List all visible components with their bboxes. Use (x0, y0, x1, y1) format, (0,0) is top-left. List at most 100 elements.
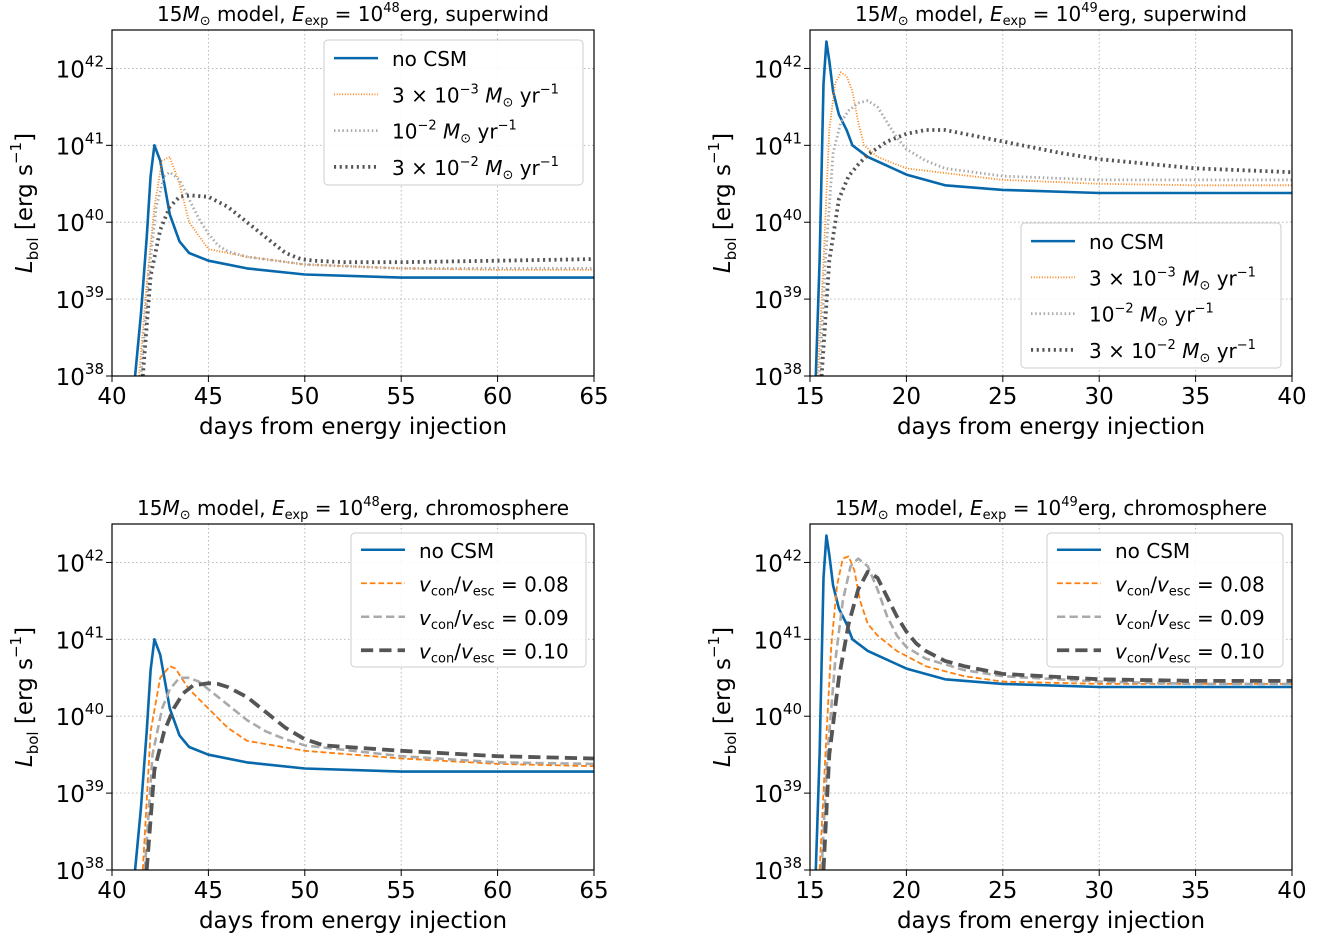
x-tick-label: 45 (194, 384, 223, 410)
series-line-1 (133, 638, 594, 870)
legend-label-3: 10−2 M⊙ yr−1 (1089, 302, 1214, 330)
plot-frame (111, 29, 595, 377)
x-axis-label: days from energy injection (897, 414, 1205, 440)
chart-title: 15M⊙ model, Eexp = 1049erg, superwind (855, 1, 1247, 29)
x-tick-label: 40 (1277, 384, 1306, 410)
y-tick-label: 1041 (56, 129, 104, 160)
legend-label-4: 3 × 10−2 M⊙ yr−1 (392, 155, 559, 183)
y-axis-label: Lbol [erg s−1] (7, 627, 42, 767)
series-line-3 (139, 170, 594, 376)
legend-frame (1046, 532, 1284, 668)
legend: no CSM vcon/vesc = 0.08 vcon/vesc = 0.09 vc… (350, 532, 587, 668)
legend-label-2: 3 × 10−3 M⊙ yr−1 (392, 82, 559, 110)
legend-frame (323, 39, 584, 186)
series-line-2 (816, 71, 1292, 376)
series-group (814, 534, 1292, 870)
legend-label-2: vcon/vesc = 0.08 (419, 572, 569, 599)
y-tick-label: 1038 (754, 854, 802, 885)
x-tick-label: 25 (988, 878, 1017, 904)
series-line-2 (138, 156, 594, 376)
legend: no CSM 3 × 10−3 M⊙ yr−1 10−2 M⊙ yr−1 3 × 10… (323, 39, 584, 186)
x-tick-label: 35 (1181, 878, 1210, 904)
legend-label-1: no CSM (1115, 539, 1190, 563)
x-tick-label: 60 (483, 384, 512, 410)
series-line-4 (140, 193, 594, 376)
legend: no CSM vcon/vesc = 0.08 vcon/vesc = 0.09 vc… (1046, 532, 1284, 668)
series-group (133, 144, 594, 376)
x-tick-label: 20 (892, 384, 921, 410)
x-tick-label: 30 (1085, 878, 1114, 904)
x-tick-label: 65 (579, 878, 608, 904)
x-tick-label: 35 (1181, 384, 1210, 410)
y-tick-label: 1041 (754, 623, 802, 654)
legend-label-4: 3 × 10−2 M⊙ yr−1 (1089, 338, 1256, 366)
legend: no CSM 3 × 10−3 M⊙ yr−1 10−2 M⊙ yr−1 3 × 10… (1020, 222, 1282, 369)
legend-label-1: no CSM (419, 539, 494, 563)
series-line-4 (821, 569, 1292, 870)
x-tick-label: 55 (387, 878, 416, 904)
series-line-1 (133, 144, 594, 376)
y-tick-label: 1040 (56, 206, 104, 237)
x-tick-label: 30 (1085, 384, 1114, 410)
y-tick-label: 1039 (754, 777, 802, 808)
legend-label-4: vcon/vesc = 0.10 (419, 639, 569, 666)
x-tick-label: 25 (988, 384, 1017, 410)
y-tick-label: 1039 (56, 777, 104, 808)
x-tick-label: 15 (795, 878, 824, 904)
legend-label-4: vcon/vesc = 0.10 (1115, 639, 1265, 666)
y-tick-label: 1038 (56, 360, 104, 391)
chart-title: 15M⊙ model, Eexp = 1048erg, chromosphere (137, 495, 569, 523)
y-tick-label: 1040 (56, 700, 104, 731)
plot-frame (111, 523, 595, 871)
chart-panel-3: 40 45 50 55 60 65 1038 1039 1040 1041 1042 days fro… (7, 495, 609, 934)
x-axis-label: days from energy injection (199, 908, 507, 934)
legend-label-2: vcon/vesc = 0.08 (1115, 572, 1265, 599)
x-tick-label: 60 (483, 878, 512, 904)
x-tick-label: 45 (194, 878, 223, 904)
plot-frame (809, 29, 1293, 377)
series-group (133, 638, 594, 870)
y-tick-label: 1039 (754, 283, 802, 314)
y-tick-label: 1042 (56, 546, 104, 577)
y-tick-label: 1040 (754, 700, 802, 731)
y-tick-label: 1038 (56, 854, 104, 885)
x-tick-label: 15 (795, 384, 824, 410)
legend-frame (1020, 222, 1282, 369)
legend-label-2: 3 × 10−3 M⊙ yr−1 (1089, 265, 1256, 293)
plot-frame (809, 523, 1293, 871)
chart-panel-2: 15 20 25 30 35 40 1038 1039 1040 1041 1042 days fro… (705, 1, 1307, 440)
x-tick-label: 65 (579, 384, 608, 410)
legend-label-3: vcon/vesc = 0.09 (419, 606, 569, 633)
chart-title: 15M⊙ model, Eexp = 1049erg, chromosphere (835, 495, 1267, 523)
x-tick-label: 40 (97, 878, 126, 904)
legend-label-1: no CSM (1089, 230, 1164, 254)
x-tick-label: 20 (892, 878, 921, 904)
legend-label-1: no CSM (392, 47, 467, 71)
x-axis-label: days from energy injection (897, 908, 1205, 934)
series-line-4 (144, 681, 594, 870)
x-tick-label: 55 (387, 384, 416, 410)
series-line-3 (818, 99, 1292, 376)
x-axis-label: days from energy injection (199, 414, 507, 440)
chart-title: 15M⊙ model, Eexp = 1048erg, superwind (157, 1, 549, 29)
y-axis-label: Lbol [erg s−1] (705, 627, 740, 767)
series-line-2 (818, 555, 1292, 870)
y-tick-label: 1041 (56, 623, 104, 654)
y-tick-label: 1039 (56, 283, 104, 314)
series-group (814, 40, 1292, 376)
y-tick-label: 1042 (754, 52, 802, 83)
chart-panel-4: 15 20 25 30 35 40 1038 1039 1040 1041 1042 days fro… (705, 495, 1307, 934)
x-tick-label: 40 (97, 384, 126, 410)
legend-label-3: 10−2 M⊙ yr−1 (392, 119, 517, 147)
y-tick-label: 1041 (754, 129, 802, 160)
y-tick-label: 1042 (56, 52, 104, 83)
legend-frame (350, 532, 587, 668)
y-axis-label: Lbol [erg s−1] (705, 133, 740, 273)
x-tick-label: 50 (290, 878, 319, 904)
chart-panel-1: 40 45 50 55 60 65 1038 1039 1040 1041 1042 days fro… (7, 1, 609, 440)
legend-label-3: vcon/vesc = 0.09 (1115, 606, 1265, 633)
series-line-2 (141, 665, 594, 870)
x-tick-label: 50 (290, 384, 319, 410)
y-tick-label: 1040 (754, 206, 802, 237)
